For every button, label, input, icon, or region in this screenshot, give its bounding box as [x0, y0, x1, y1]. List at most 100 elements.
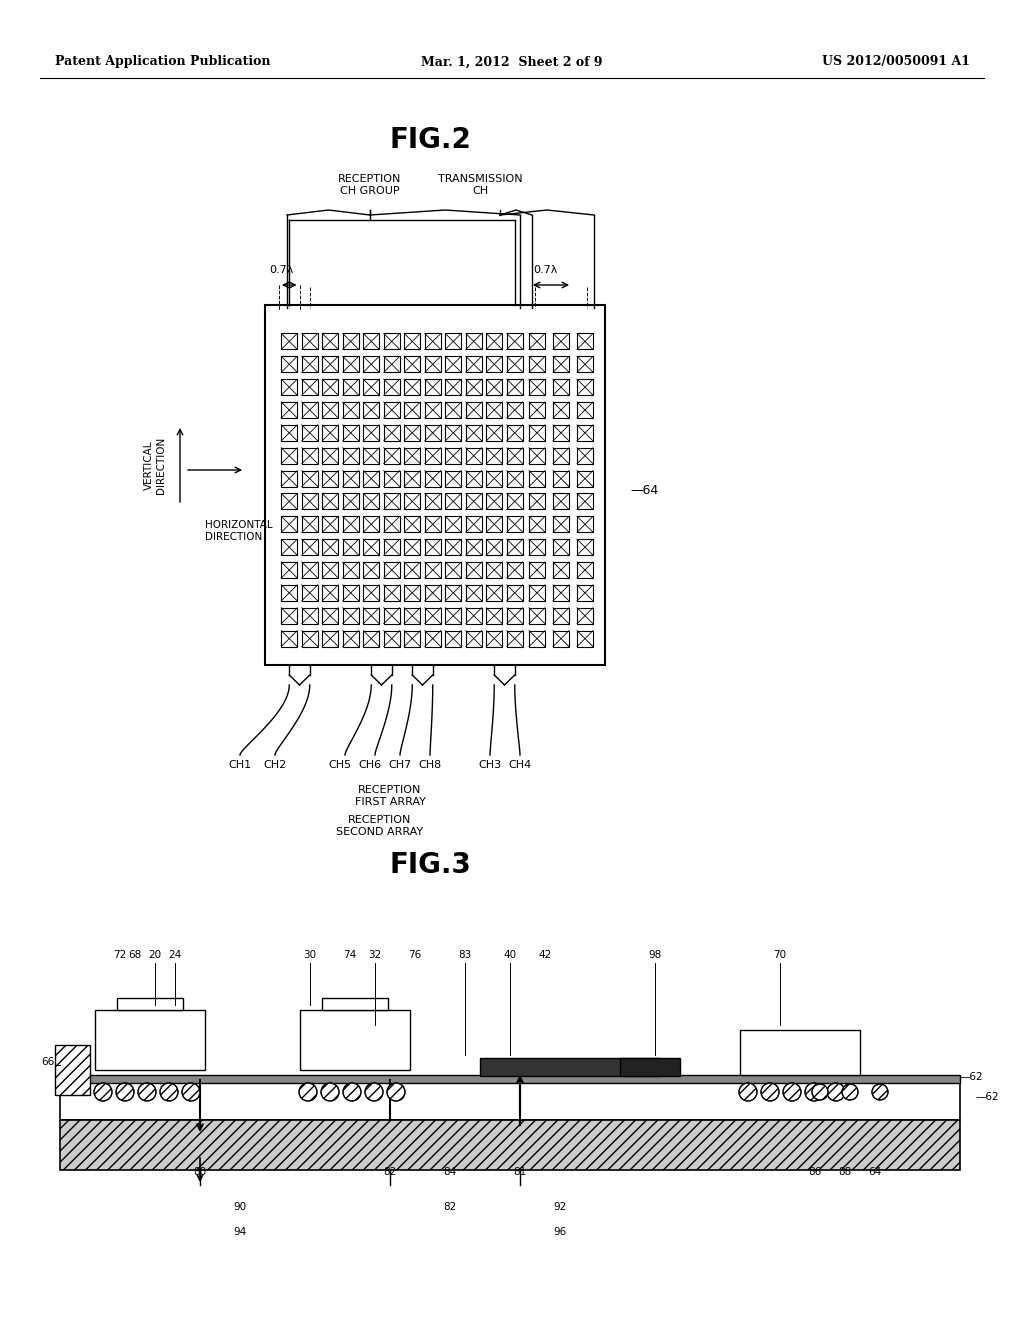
Bar [302, 562, 317, 578]
Bar [445, 403, 461, 418]
Bar [466, 379, 481, 395]
Bar [445, 470, 461, 487]
Text: 40: 40 [504, 950, 516, 960]
Bar [323, 494, 338, 510]
Bar [323, 356, 338, 372]
Bar [364, 494, 379, 510]
Bar [577, 516, 593, 532]
Bar [577, 356, 593, 372]
Bar [282, 585, 297, 601]
Bar [302, 425, 317, 441]
Bar [384, 403, 399, 418]
Bar [95, 1010, 205, 1071]
Bar [404, 403, 420, 418]
Bar [507, 447, 522, 463]
Text: —62: —62 [975, 1092, 998, 1102]
Bar [60, 1119, 961, 1170]
Bar [553, 494, 569, 510]
Bar [302, 539, 317, 556]
Circle shape [365, 1082, 383, 1101]
Bar [364, 562, 379, 578]
Bar [302, 379, 317, 395]
Bar [404, 447, 420, 463]
Bar [425, 470, 440, 487]
Bar [282, 447, 297, 463]
Bar [577, 494, 593, 510]
Bar [529, 447, 545, 463]
Bar [425, 447, 440, 463]
Bar [282, 334, 297, 350]
Bar [425, 516, 440, 532]
Bar [445, 539, 461, 556]
Text: 30: 30 [303, 950, 316, 960]
Bar [404, 334, 420, 350]
Circle shape [160, 1082, 178, 1101]
Bar [404, 425, 420, 441]
Bar [425, 607, 440, 624]
Bar [364, 585, 379, 601]
Text: 82: 82 [383, 1167, 396, 1177]
Bar [322, 998, 388, 1010]
Bar [404, 585, 420, 601]
Bar [282, 562, 297, 578]
Bar [302, 356, 317, 372]
Bar [364, 425, 379, 441]
Bar [384, 447, 399, 463]
Bar [404, 470, 420, 487]
Circle shape [872, 1084, 888, 1100]
Text: 94: 94 [233, 1228, 247, 1237]
Bar [55, 1045, 90, 1096]
Bar [282, 356, 297, 372]
Bar [425, 562, 440, 578]
Text: CH3: CH3 [478, 760, 502, 770]
Text: 68: 68 [128, 950, 141, 960]
Bar [445, 425, 461, 441]
Text: 72: 72 [114, 950, 127, 960]
Bar [323, 516, 338, 532]
Bar [60, 1080, 961, 1119]
Bar [343, 356, 358, 372]
Bar [529, 379, 545, 395]
Bar [343, 379, 358, 395]
Bar [323, 379, 338, 395]
Bar [507, 425, 522, 441]
Bar [507, 516, 522, 532]
Bar [364, 631, 379, 647]
Bar [282, 403, 297, 418]
Bar [466, 539, 481, 556]
Bar [445, 585, 461, 601]
Bar [486, 447, 502, 463]
Bar [343, 585, 358, 601]
Bar [384, 631, 399, 647]
Bar [364, 379, 379, 395]
Bar [507, 631, 522, 647]
Bar [553, 516, 569, 532]
Bar [343, 334, 358, 350]
Bar [384, 425, 399, 441]
Bar [384, 334, 399, 350]
Circle shape [761, 1082, 779, 1101]
Bar [553, 379, 569, 395]
Bar [343, 470, 358, 487]
Bar [323, 631, 338, 647]
Bar [620, 1059, 680, 1076]
Bar [445, 356, 461, 372]
Text: VERTICAL
DIRECTION: VERTICAL DIRECTION [144, 437, 166, 494]
Bar [323, 607, 338, 624]
Bar [323, 470, 338, 487]
Bar [507, 494, 522, 510]
Text: 86: 86 [808, 1167, 821, 1177]
Text: RECEPTION
SECOND ARRAY: RECEPTION SECOND ARRAY [337, 814, 424, 837]
Bar [425, 539, 440, 556]
Circle shape [783, 1082, 801, 1101]
Bar [466, 516, 481, 532]
Bar [507, 470, 522, 487]
Bar [302, 585, 317, 601]
Circle shape [842, 1084, 858, 1100]
Text: RECEPTION
FIRST ARRAY: RECEPTION FIRST ARRAY [354, 785, 425, 807]
Text: CH6: CH6 [358, 760, 382, 770]
Bar [480, 1059, 660, 1076]
Bar [553, 403, 569, 418]
Bar [529, 356, 545, 372]
Text: 96: 96 [553, 1228, 566, 1237]
